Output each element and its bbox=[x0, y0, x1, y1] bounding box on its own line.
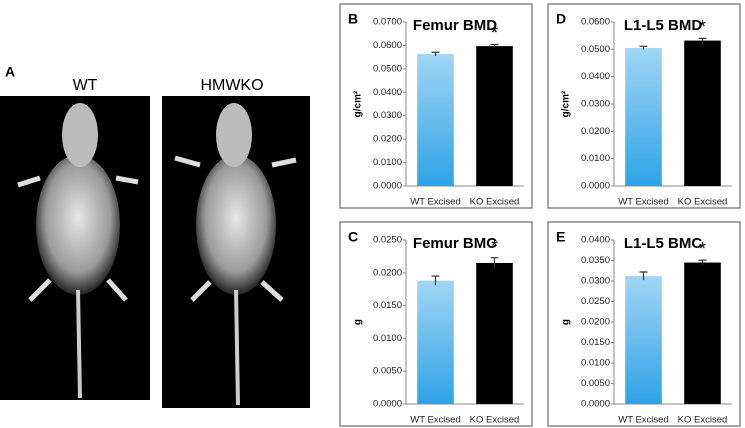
y-tick-label: 0.0250 bbox=[373, 235, 402, 246]
significance-marker: * bbox=[491, 23, 498, 43]
significance-marker: * bbox=[699, 239, 706, 259]
y-tick-label: 0.0100 bbox=[373, 157, 402, 168]
x-tick-label: WT Excised bbox=[410, 415, 461, 426]
significance-marker: * bbox=[491, 236, 498, 256]
y-tick-label: 0.0300 bbox=[581, 99, 610, 110]
panel-label: B bbox=[348, 11, 358, 27]
error-bar bbox=[698, 259, 707, 266]
y-axis-label: g bbox=[353, 319, 364, 325]
y-tick-label: 0.0100 bbox=[373, 333, 402, 344]
panel-label: E bbox=[556, 229, 565, 245]
x-tick-label: KO Excised bbox=[470, 415, 520, 426]
panel-label: C bbox=[348, 229, 358, 245]
y-axis-label: g/cm² bbox=[561, 90, 572, 117]
y-tick-label: 0.0000 bbox=[581, 399, 610, 410]
y-tick-label: 0.0250 bbox=[581, 296, 610, 307]
y-tick-label: 0.0600 bbox=[581, 17, 610, 28]
error-bar bbox=[639, 45, 648, 50]
error-bar bbox=[490, 43, 499, 48]
x-tick-label: WT Excised bbox=[410, 197, 461, 208]
error-bar bbox=[698, 37, 707, 43]
y-tick-label: 0.0500 bbox=[581, 44, 610, 55]
bar bbox=[417, 54, 454, 187]
chart-title: Femur BMC bbox=[413, 235, 497, 252]
bar bbox=[684, 40, 721, 186]
image-label: WT bbox=[73, 77, 98, 94]
y-tick-label: 0.0150 bbox=[373, 300, 402, 311]
y-axis-label: g/cm² bbox=[353, 90, 364, 117]
y-tick-label: 0.0500 bbox=[373, 63, 402, 74]
bar bbox=[417, 280, 454, 404]
y-tick-label: 0.0400 bbox=[581, 71, 610, 82]
y-tick-label: 0.0300 bbox=[581, 276, 610, 287]
y-tick-label: 0.0000 bbox=[373, 399, 402, 410]
error-bar bbox=[639, 271, 648, 281]
y-tick-label: 0.0200 bbox=[581, 126, 610, 137]
x-tick-label: KO Excised bbox=[678, 415, 728, 426]
panel-label: D bbox=[556, 11, 566, 27]
xray-hmwko bbox=[162, 96, 310, 408]
y-tick-label: 0.0600 bbox=[373, 40, 402, 51]
x-tick-label: WT Excised bbox=[618, 197, 669, 208]
y-tick-label: 0.0700 bbox=[373, 17, 402, 28]
y-tick-label: 0.0100 bbox=[581, 153, 610, 164]
y-axis-label: g bbox=[561, 319, 572, 325]
x-tick-label: KO Excised bbox=[678, 197, 728, 208]
error-bar bbox=[490, 257, 499, 269]
x-tick-label: KO Excised bbox=[470, 197, 520, 208]
y-tick-label: 0.0200 bbox=[373, 267, 402, 278]
error-bar bbox=[431, 51, 440, 56]
y-tick-label: 0.0000 bbox=[373, 181, 402, 192]
y-tick-label: 0.0000 bbox=[581, 181, 610, 192]
y-tick-label: 0.0300 bbox=[373, 110, 402, 121]
y-tick-label: 0.0200 bbox=[373, 134, 402, 145]
y-tick-label: 0.0200 bbox=[581, 317, 610, 328]
y-tick-label: 0.0150 bbox=[581, 337, 610, 348]
y-tick-label: 0.0050 bbox=[581, 378, 610, 389]
chart-title: L1-L5 BMC bbox=[624, 235, 703, 252]
y-tick-label: 0.0050 bbox=[373, 366, 402, 377]
x-tick-label: WT Excised bbox=[618, 415, 669, 426]
chart-title: L1-L5 BMD bbox=[624, 17, 703, 34]
significance-marker: * bbox=[699, 17, 706, 37]
error-bar bbox=[431, 275, 440, 286]
bar bbox=[625, 47, 662, 186]
bar bbox=[625, 276, 662, 404]
chart-title: Femur BMD bbox=[413, 17, 497, 34]
y-tick-label: 0.0400 bbox=[581, 235, 610, 246]
xray-wt bbox=[0, 96, 150, 400]
bar bbox=[684, 262, 721, 404]
image-label: HMWKO bbox=[200, 77, 263, 94]
y-tick-label: 0.0100 bbox=[581, 358, 610, 369]
bar bbox=[476, 46, 513, 187]
panel-label: A bbox=[5, 64, 15, 80]
y-tick-label: 0.0350 bbox=[581, 255, 610, 266]
bar bbox=[476, 262, 513, 404]
y-tick-label: 0.0400 bbox=[373, 87, 402, 98]
